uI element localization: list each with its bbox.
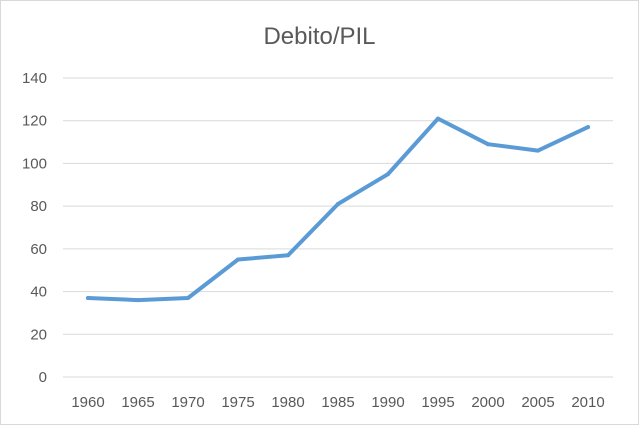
data-point: [486, 142, 490, 147]
data-point: [186, 295, 190, 300]
x-tick-label: 2005: [521, 394, 554, 411]
x-tick-label: 1990: [371, 394, 404, 411]
chart-title: Debito/PIL: [263, 23, 376, 50]
x-tick-label: 1980: [271, 394, 304, 411]
y-tick-label: 80: [30, 198, 47, 215]
y-tick-label: 100: [22, 155, 47, 172]
x-tick-label: 1975: [221, 394, 254, 411]
y-tick-label: 60: [30, 241, 47, 258]
series-line: [86, 116, 590, 303]
data-point: [436, 116, 440, 121]
data-point: [586, 125, 590, 130]
data-point: [286, 253, 290, 258]
data-point: [136, 298, 140, 303]
x-tick-label: 1985: [321, 394, 354, 411]
y-tick-label: 140: [22, 70, 47, 87]
x-tick-label: 1970: [171, 394, 204, 411]
y-tick-label: 120: [22, 113, 47, 130]
data-point: [536, 148, 540, 153]
data-point: [236, 257, 240, 262]
y-tick-label: 0: [39, 369, 47, 386]
x-tick-label: 2010: [571, 394, 604, 411]
data-point: [386, 172, 390, 177]
x-tick-label: 1965: [121, 394, 154, 411]
x-tick-label: 1960: [71, 394, 104, 411]
y-tick-label: 20: [30, 326, 47, 343]
data-point: [336, 202, 340, 207]
x-tick-label: 1995: [421, 394, 454, 411]
x-tick-label: 2000: [471, 394, 504, 411]
data-point: [86, 295, 90, 300]
y-tick-label: 40: [30, 284, 47, 301]
